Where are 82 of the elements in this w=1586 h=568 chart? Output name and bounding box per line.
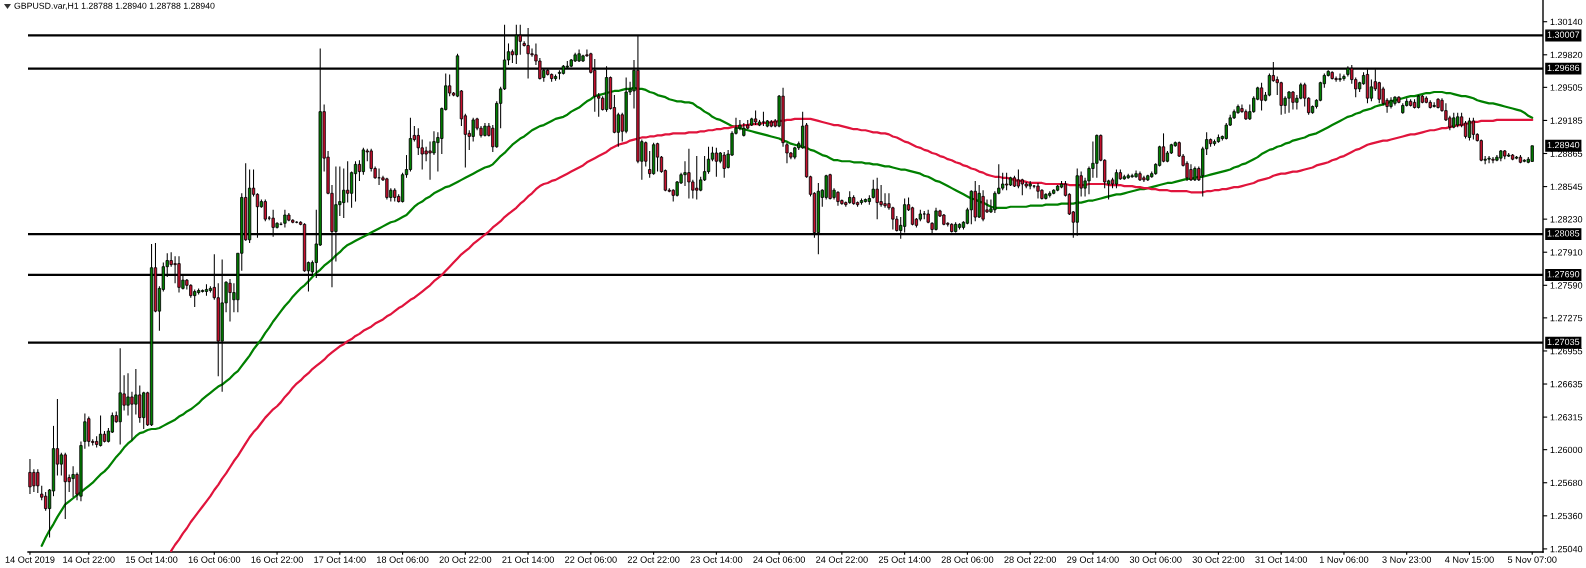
candlestick [875, 177, 879, 220]
x-tick-label: 20 Oct 22:00 [439, 556, 492, 563]
y-tick-label: 1.26635 [1550, 380, 1583, 388]
candlestick [416, 127, 420, 156]
ref-line-label: 1.27690 [1547, 271, 1580, 278]
y-tick-label: 1.27910 [1550, 249, 1583, 256]
y-tick-label: 1.27590 [1550, 282, 1583, 289]
x-tick-label: 14 Oct 2019 [5, 556, 55, 563]
y-tick-label: 1.26315 [1550, 414, 1583, 421]
x-tick-label: 31 Oct 14:00 [1255, 556, 1308, 563]
x-tick-label: 22 Oct 22:00 [627, 556, 680, 563]
x-tick-label: 5 Nov 07:00 [1507, 556, 1557, 563]
candlestick [934, 207, 938, 232]
candlestick [1487, 155, 1491, 164]
candlestick [346, 160, 350, 204]
annotation: 1.28940 [1547, 141, 1580, 149]
x-tick-label: 22 Oct 06:00 [565, 556, 617, 563]
x-tick-label: 24 Oct 06:00 [753, 556, 806, 563]
ref-line-label: 1.28085 [1547, 230, 1580, 237]
candlestick [87, 416, 91, 448]
candlestick [44, 491, 48, 512]
y-tick-label: 1.25680 [1550, 479, 1583, 487]
candlestick [969, 189, 973, 225]
x-tick-label: 30 Oct 06:00 [1129, 556, 1182, 563]
x-tick-label: 15 Oct 14:00 [126, 556, 178, 563]
candlestick [714, 147, 718, 178]
y-tick-label: 1.26955 [1550, 347, 1583, 355]
x-tick-label: 17 Oct 14:00 [314, 556, 366, 563]
x-tick-label: 28 Oct 22:00 [1004, 556, 1057, 563]
x-tick-label: 28 Oct 06:00 [941, 556, 994, 563]
ref-line-label: 1.29686 [1547, 64, 1580, 72]
y-tick-label: 1.25040 [1550, 545, 1583, 553]
x-tick-label: 1 Nov 06:00 [1319, 556, 1369, 563]
candlestick [993, 190, 997, 214]
candlestick [977, 184, 981, 219]
x-tick-label: 3 Nov 23:00 [1382, 556, 1432, 563]
y-tick-label: 1.26000 [1550, 446, 1583, 454]
candlestick [228, 278, 232, 322]
candlestick [687, 148, 691, 199]
candlestick [1338, 72, 1342, 83]
candlestick [71, 465, 75, 498]
candlestick [32, 468, 36, 493]
candlestick [1491, 156, 1495, 164]
ref-line-label: 1.30007 [1547, 31, 1580, 38]
candlestick [1130, 173, 1134, 179]
y-tick-label: 1.28230 [1550, 216, 1583, 223]
x-tick-label: 16 Oct 22:00 [251, 556, 303, 563]
ref-line-label: 1.27035 [1547, 338, 1580, 346]
candlestick [683, 160, 687, 187]
x-tick-label: 23 Oct 14:00 [690, 556, 743, 563]
candlestick [695, 155, 699, 201]
candlestick [722, 151, 726, 179]
candlestick [428, 141, 432, 181]
y-tick-label: 1.29820 [1550, 51, 1583, 59]
candlestick [1036, 182, 1040, 199]
candlestick [981, 189, 985, 222]
chart-title: GBPUSD.var,H1 1.28788 1.28940 1.28788 1.28940 [14, 2, 215, 10]
y-tick-label: 1.30140 [1550, 18, 1583, 26]
candlestick [36, 468, 40, 494]
candlestick [1334, 75, 1338, 83]
candlestick [828, 173, 832, 201]
candlestick [353, 160, 358, 203]
y-tick-label: 1.29505 [1550, 84, 1583, 91]
y-tick-label: 1.25360 [1550, 512, 1583, 520]
y-tick-label: 1.28545 [1550, 183, 1583, 190]
candlestick [28, 458, 32, 495]
line-series [170, 117, 1534, 552]
x-tick-label: 16 Oct 06:00 [188, 556, 241, 563]
candlestick [263, 198, 267, 222]
y-tick-label: 1.28865 [1550, 150, 1583, 157]
x-tick-label: 14 Oct 22:00 [63, 556, 115, 563]
x-tick-label: 30 Oct 22:00 [1192, 556, 1245, 563]
x-tick-label: 21 Oct 14:00 [502, 556, 554, 563]
candlestick [130, 391, 134, 441]
y-tick-label: 1.27275 [1550, 314, 1583, 322]
x-tick-label: 25 Oct 14:00 [878, 556, 931, 563]
x-tick-label: 18 Oct 06:00 [377, 556, 429, 563]
candlestick [1016, 169, 1021, 189]
y-tick-label: 1.29185 [1550, 117, 1583, 124]
x-tick-label: 29 Oct 14:00 [1067, 556, 1119, 563]
x-tick-label: 4 Nov 15:00 [1444, 556, 1494, 563]
x-tick-label: 24 Oct 22:00 [816, 556, 868, 563]
